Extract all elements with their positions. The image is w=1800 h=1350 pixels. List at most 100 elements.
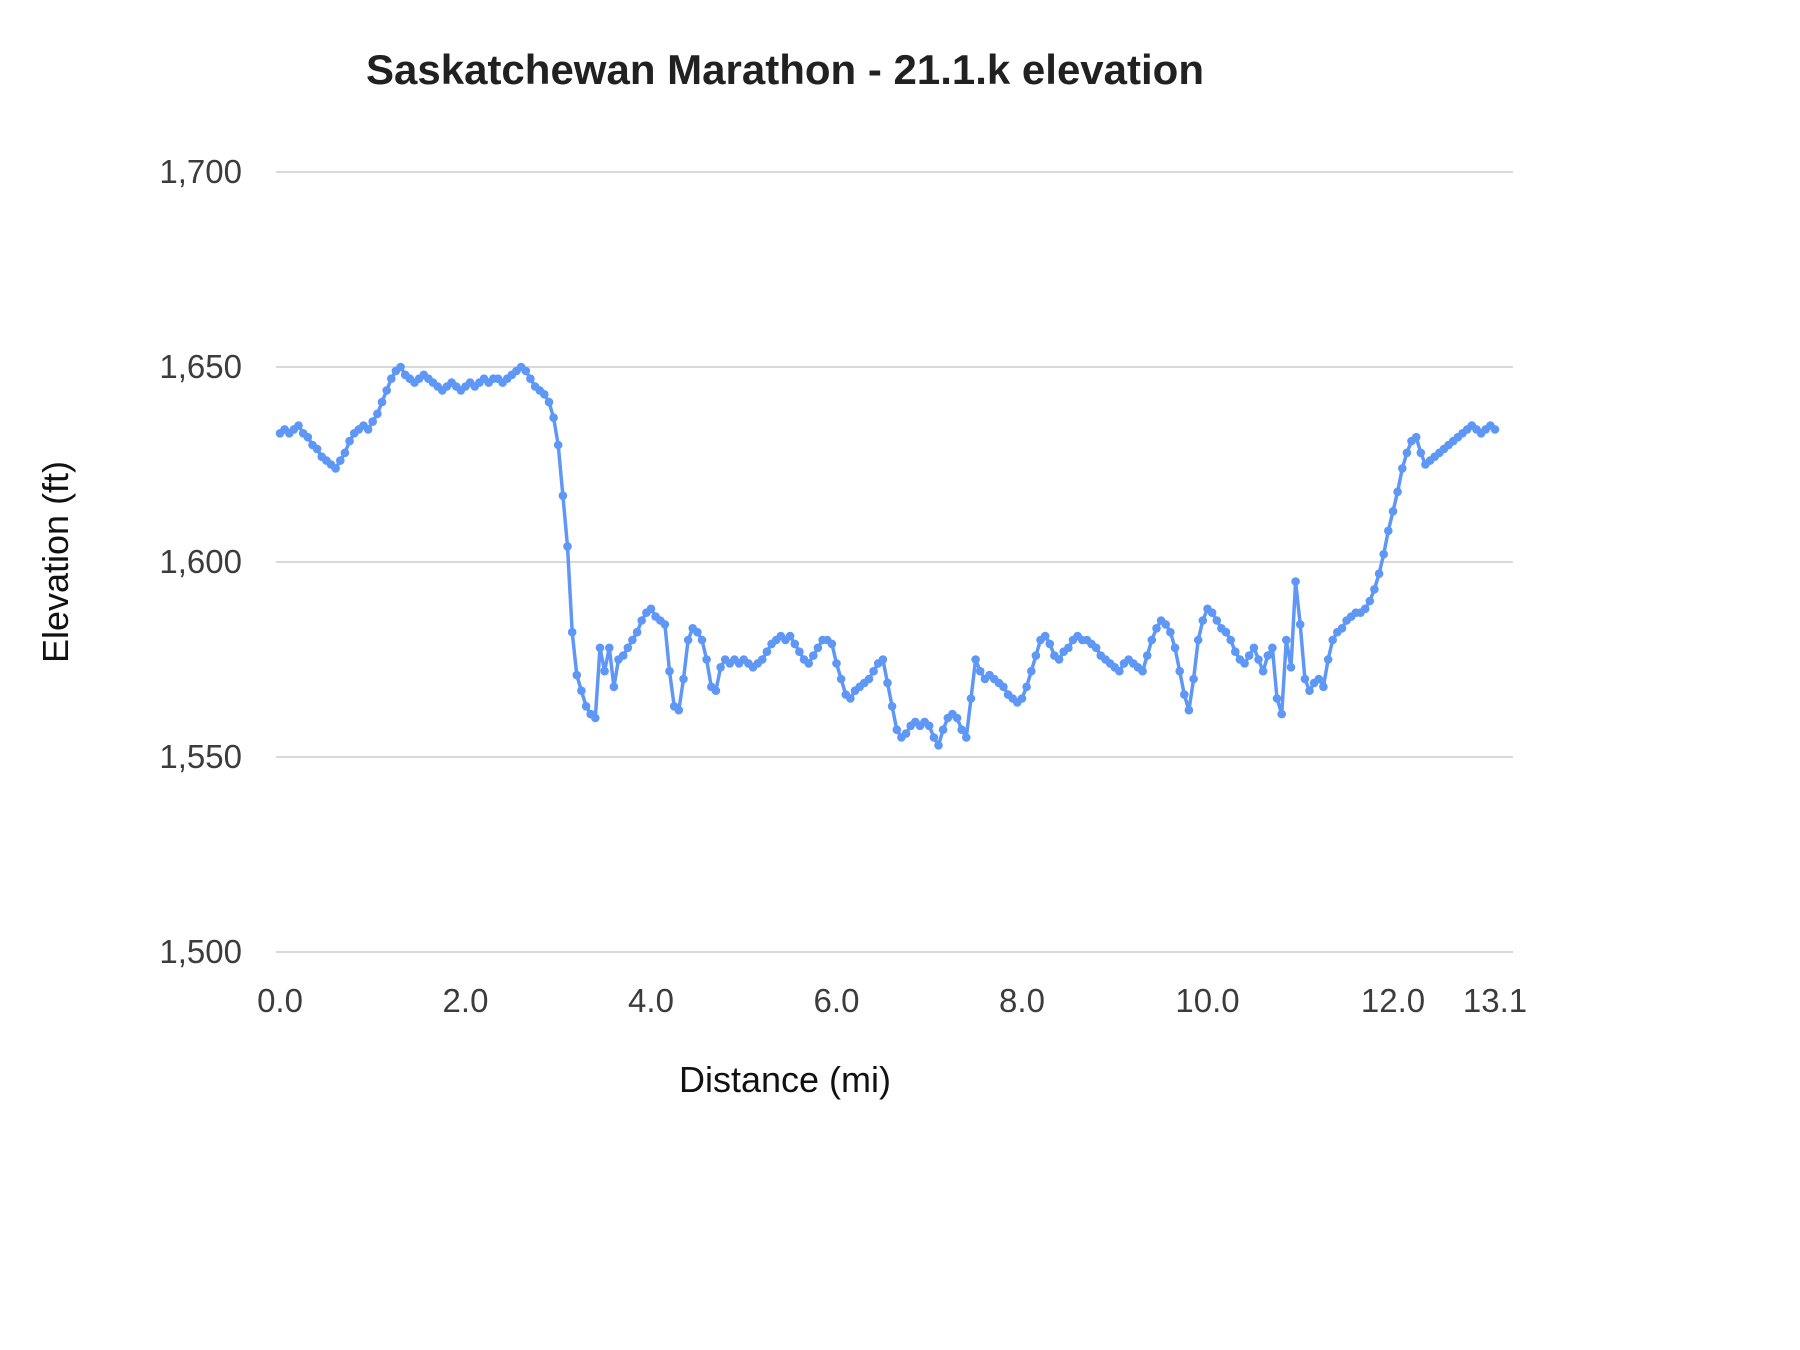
- data-point-marker: [665, 666, 674, 676]
- data-point-marker: [1045, 639, 1055, 649]
- data-point-marker: [1282, 635, 1291, 645]
- data-point-marker: [1258, 666, 1268, 676]
- data-point-marker: [716, 663, 725, 672]
- data-point-marker: [632, 627, 642, 637]
- data-point-marker: [1263, 651, 1273, 660]
- data-point-marker: [971, 655, 980, 664]
- data-point-marker: [846, 694, 855, 703]
- data-point-marker: [1221, 627, 1231, 637]
- data-point-marker: [637, 616, 646, 625]
- data-point-marker: [368, 417, 378, 426]
- data-point-marker: [540, 390, 549, 399]
- data-point-marker: [924, 721, 934, 731]
- data-point-marker: [804, 659, 813, 668]
- data-point-marker: [702, 655, 711, 664]
- data-point-marker: [938, 725, 948, 734]
- x-tick-label: 0.0: [257, 982, 303, 1019]
- x-tick-label: 10.0: [1175, 982, 1239, 1019]
- data-point-marker: [1286, 663, 1296, 672]
- data-point-marker: [1291, 577, 1300, 586]
- data-point-marker: [1277, 709, 1286, 719]
- data-point-marker: [883, 678, 892, 688]
- data-point-marker: [618, 651, 628, 660]
- y-tick-label: 1,550: [159, 738, 242, 775]
- data-point-marker: [294, 421, 303, 430]
- data-point-marker: [1254, 655, 1263, 664]
- data-point-marker: [544, 397, 554, 407]
- data-point-marker: [1180, 690, 1189, 699]
- data-point-marker: [1379, 549, 1388, 559]
- data-point-marker: [1017, 694, 1027, 703]
- x-axis-title: Distance (mi): [679, 1059, 891, 1100]
- data-point-marker: [345, 436, 354, 446]
- data-point-marker: [312, 444, 322, 454]
- data-point-marker: [628, 635, 637, 645]
- data-point-marker: [553, 440, 563, 450]
- data-point-marker: [396, 362, 405, 372]
- data-point-marker: [1027, 666, 1036, 676]
- data-point-marker: [1166, 627, 1175, 637]
- x-tick-label: 12.0: [1361, 982, 1425, 1019]
- data-point-marker: [1490, 425, 1500, 434]
- data-point-marker: [1138, 666, 1147, 676]
- data-point-marker: [363, 425, 373, 434]
- data-point-marker: [1175, 666, 1184, 676]
- data-point-marker: [887, 702, 897, 711]
- data-point-marker: [1402, 448, 1412, 458]
- data-point-marker: [952, 713, 962, 723]
- data-point-marker: [962, 733, 971, 742]
- data-point-marker: [549, 413, 558, 423]
- data-point-marker: [957, 725, 966, 734]
- data-point-marker: [1393, 487, 1402, 497]
- data-point-marker: [1295, 620, 1305, 629]
- data-point-marker: [1388, 507, 1398, 516]
- data-point-marker: [1300, 674, 1310, 684]
- data-point-marker: [934, 741, 943, 750]
- data-point-marker: [1398, 464, 1407, 473]
- data-point-marker: [581, 702, 591, 711]
- data-point-marker: [1022, 682, 1031, 692]
- data-point-marker: [697, 635, 707, 645]
- data-point-marker: [382, 386, 392, 395]
- data-point-marker: [1142, 651, 1152, 660]
- data-point-marker: [683, 635, 693, 645]
- data-point-marker: [577, 686, 586, 695]
- data-point-marker: [1031, 651, 1041, 660]
- data-point-marker: [1323, 655, 1333, 664]
- data-point-marker: [331, 464, 340, 473]
- data-point-marker: [1244, 651, 1254, 660]
- chart-title: Saskatchewan Marathon - 21.1.k elevation: [366, 46, 1204, 93]
- data-point-marker: [1184, 705, 1194, 715]
- data-point-marker: [373, 409, 382, 419]
- data-point-marker: [521, 366, 531, 376]
- data-point-marker: [1384, 526, 1393, 536]
- data-point-marker: [609, 682, 619, 692]
- data-point-marker: [387, 374, 396, 384]
- data-point-marker: [303, 432, 313, 442]
- data-point-marker: [1147, 635, 1157, 645]
- data-point-marker: [1360, 604, 1370, 614]
- data-point-marker: [929, 733, 939, 742]
- data-point-marker: [674, 705, 684, 715]
- data-point-marker: [1231, 647, 1240, 656]
- data-point-marker: [790, 639, 800, 649]
- data-point-marker: [827, 639, 837, 649]
- data-point-marker: [1054, 655, 1064, 664]
- y-tick-label: 1,650: [159, 348, 242, 385]
- data-point-marker: [1161, 620, 1170, 629]
- data-point-marker: [1328, 635, 1337, 645]
- data-point-marker: [1314, 674, 1324, 684]
- data-point-marker: [1040, 631, 1050, 641]
- data-point-marker: [1226, 635, 1235, 645]
- data-point-marker: [377, 397, 387, 407]
- data-point-marker: [1365, 596, 1375, 606]
- x-tick-label: 8.0: [999, 982, 1045, 1019]
- data-point-marker: [563, 542, 572, 551]
- data-point-marker: [1268, 643, 1277, 653]
- data-point-marker: [1374, 569, 1384, 578]
- data-point-marker: [558, 491, 568, 501]
- data-point-marker: [660, 620, 670, 629]
- data-point-marker: [646, 604, 656, 614]
